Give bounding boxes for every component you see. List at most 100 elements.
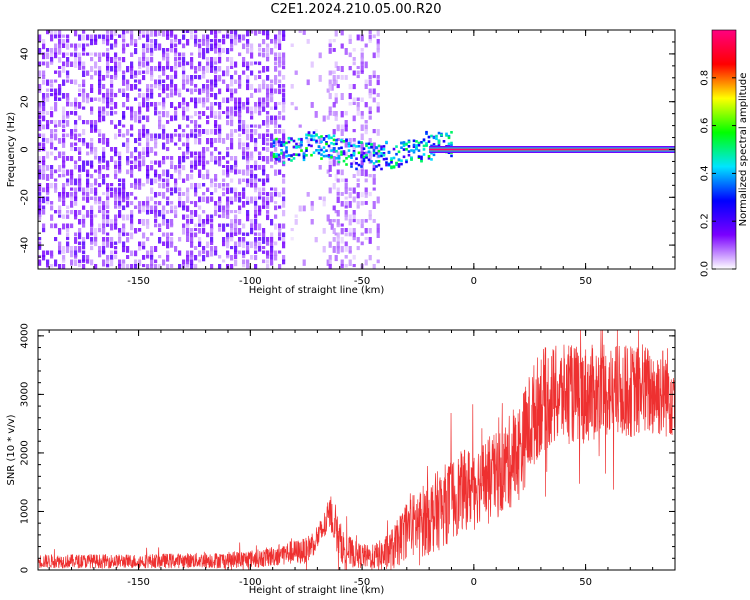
spectrogram-cell [328, 174, 332, 177]
spectrogram-cell [226, 223, 230, 227]
spectrogram-cell [102, 34, 106, 41]
spectrogram-cell [182, 192, 186, 196]
spectrogram-cell [186, 151, 190, 155]
spectrogram-cell [420, 159, 423, 163]
spectrogram-cell [336, 196, 340, 203]
spectrogram-cell [364, 84, 368, 89]
spectrogram-cell [282, 201, 286, 208]
spectrogram-cell [158, 183, 162, 189]
spectrogram-cell [210, 214, 214, 219]
spectrogram-cell [162, 57, 166, 61]
spectrogram-cell [118, 169, 122, 174]
spectrogram-cell [130, 210, 134, 217]
spectrogram-cell [277, 140, 281, 143]
spectrogram-cell [166, 241, 170, 249]
spectrogram-cell [377, 163, 381, 167]
spectrogram-cell [332, 183, 336, 190]
spectrogram-cell [258, 237, 262, 241]
spectrogram-cell [340, 259, 344, 266]
spectrogram-cell [238, 192, 242, 196]
spectrogram-cell [62, 111, 66, 117]
spectrogram-cell [66, 39, 70, 43]
spectrogram-cell [154, 259, 158, 264]
spectrogram-cell [178, 88, 182, 95]
spectrogram-cell [258, 232, 262, 237]
spectrogram-cell [210, 156, 214, 162]
spectrogram-cell [90, 84, 94, 90]
spectrogram-cell [282, 223, 286, 229]
spectrogram-cell [402, 148, 406, 151]
spectrogram-cell [38, 142, 42, 147]
spectrogram-cell [174, 169, 178, 174]
spectrogram-cell [348, 93, 352, 100]
spectrogram-cell [222, 34, 226, 39]
spectrogram-cell [202, 192, 206, 196]
spectrogram-cell [270, 237, 274, 243]
spectrogram-cell [327, 144, 331, 148]
spectrogram-cell [114, 192, 118, 199]
spectrogram-cell [400, 141, 403, 145]
spectrogram-cell [270, 88, 274, 95]
spectrogram-cell [274, 250, 278, 257]
spectrogram-cell [190, 183, 194, 190]
spectrogram-cell [150, 264, 154, 269]
spectrogram-cell [222, 210, 226, 216]
spectrogram-cell [166, 57, 170, 63]
spectrogram-cell [202, 52, 206, 60]
spectrogram-cell [90, 147, 94, 154]
spectrogram-cell [106, 232, 110, 236]
spectrogram-cell [368, 106, 372, 114]
spectrogram-cell [54, 120, 58, 127]
spectrogram-cell [352, 138, 356, 142]
spectrogram-cell [186, 124, 190, 128]
spectrogram-cell [166, 223, 170, 229]
spectrogram-cell [146, 237, 150, 242]
spectrogram-cell [202, 223, 206, 228]
spectrogram-cell [194, 246, 198, 250]
spectrogram-cell [106, 111, 110, 116]
spectrogram-cell [78, 57, 82, 64]
spectrogram-cell [210, 246, 214, 252]
spectrogram-cell [326, 169, 330, 174]
spectrogram-cell [146, 93, 150, 100]
spectrogram-cell [348, 102, 352, 106]
spectrogram-cell [320, 153, 323, 156]
spectrogram-cell [285, 150, 288, 154]
spectrogram-cell [82, 264, 86, 269]
spectrogram-cell [98, 79, 102, 85]
spectrogram-cell [74, 246, 78, 251]
spectrogram-cell [194, 138, 198, 145]
y-tick-label: 4000 [20, 323, 31, 348]
spectrogram-cell [332, 156, 336, 162]
spectrogram-cell [376, 223, 380, 229]
y-tick-label: 2000 [20, 440, 31, 465]
spectrogram-cell [352, 174, 356, 178]
spectrogram-cell [94, 156, 98, 160]
spectrogram-cell [194, 210, 198, 217]
spectrogram-cell [42, 223, 46, 228]
spectrogram-cell [360, 156, 364, 162]
spectrogram-cell [282, 129, 286, 134]
spectrogram-cell [38, 259, 42, 266]
spectrogram-cell [262, 187, 266, 192]
spectrogram-cell [238, 102, 242, 109]
spectrogram-cell [74, 124, 78, 130]
spectrogram-cell [328, 165, 332, 172]
spectrogram-cell [202, 66, 206, 71]
spectrogram-cell [305, 133, 308, 137]
spectrogram-cell [46, 30, 50, 35]
spectrogram-cell [166, 147, 170, 152]
spectrogram-cell [372, 167, 376, 171]
spectrogram-cell [102, 133, 106, 139]
spectrogram-cell [274, 52, 278, 57]
spectrogram-cell [306, 39, 310, 44]
spectrogram-cell [182, 178, 186, 183]
spectrogram-cell [318, 75, 322, 82]
spectrogram-cell [246, 151, 250, 159]
spectrogram-cell [360, 141, 363, 144]
spectrogram-cell [242, 259, 246, 265]
spectrogram-cell [238, 178, 242, 185]
spectrogram-cell [82, 66, 86, 70]
spectrogram-cell [194, 66, 198, 71]
spectrogram-cell [110, 187, 114, 192]
